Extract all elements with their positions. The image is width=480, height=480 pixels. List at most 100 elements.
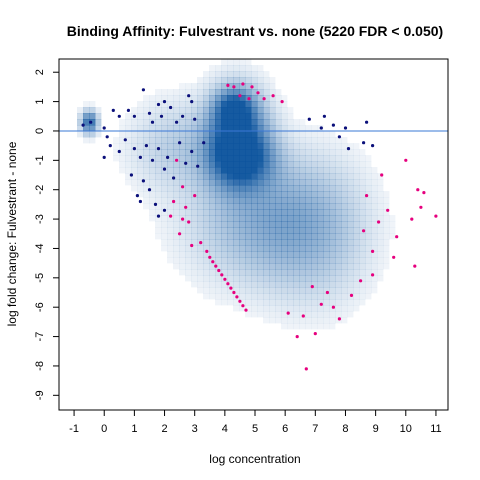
density-cell: [185, 227, 192, 234]
density-cell: [353, 251, 360, 258]
density-cell: [161, 197, 168, 204]
density-cell: [335, 317, 342, 324]
density-cell: [227, 119, 234, 126]
density-cell: [185, 143, 192, 150]
density-cell: [215, 299, 222, 306]
density-cell: [251, 239, 258, 246]
density-cell: [221, 137, 228, 144]
density-cell: [293, 161, 300, 168]
density-cell: [329, 167, 336, 174]
density-cell: [251, 197, 258, 204]
density-cell: [137, 131, 144, 138]
density-cell: [287, 287, 294, 294]
significant-point: [262, 97, 266, 101]
density-cell: [317, 287, 324, 294]
density-cell: [77, 113, 84, 120]
density-cell: [323, 197, 330, 204]
density-cell: [359, 281, 366, 288]
density-cell: [359, 167, 366, 174]
density-cell: [239, 227, 246, 234]
density-cell: [137, 173, 144, 180]
density-cell: [359, 263, 366, 270]
density-cell: [311, 185, 318, 192]
density-cell: [245, 209, 252, 216]
density-cell: [125, 155, 132, 162]
density-cell: [227, 185, 234, 192]
density-cell: [287, 119, 294, 126]
density-cell: [335, 155, 342, 162]
x-tick-label: 7: [312, 423, 318, 435]
density-cell: [191, 107, 198, 114]
density-cell: [239, 167, 246, 174]
density-cell: [281, 143, 288, 150]
density-cell: [359, 191, 366, 198]
density-cell: [227, 173, 234, 180]
density-cell: [335, 179, 342, 186]
density-cell: [311, 305, 318, 312]
density-cell: [251, 311, 258, 318]
density-cell: [197, 269, 204, 276]
density-cell: [251, 275, 258, 282]
density-cell: [299, 275, 306, 282]
density-cell: [275, 233, 282, 240]
density-cell: [317, 251, 324, 258]
density-cell: [263, 251, 270, 258]
density-cell: [329, 203, 336, 210]
significant-point: [226, 83, 230, 87]
significant-point: [422, 191, 426, 195]
density-cell: [323, 233, 330, 240]
density-cell: [149, 137, 156, 144]
density-cell: [359, 179, 366, 186]
density-cell: [209, 125, 216, 132]
density-cell: [335, 209, 342, 216]
x-axis-label: log concentration: [209, 452, 300, 466]
density-cell: [215, 173, 222, 180]
significant-point: [226, 282, 230, 286]
density-cell: [293, 233, 300, 240]
density-cell: [287, 149, 294, 156]
density-cell: [365, 293, 372, 300]
x-tick-label: 3: [192, 423, 198, 435]
density-cell: [371, 173, 378, 180]
density-cell: [335, 185, 342, 192]
density-cell: [191, 257, 198, 264]
density-cell: [371, 191, 378, 198]
significant-point: [208, 255, 212, 259]
density-cell: [299, 137, 306, 144]
significant-point: [247, 97, 251, 101]
density-cell: [281, 209, 288, 216]
density-cell: [131, 161, 138, 168]
density-cell: [275, 263, 282, 270]
density-cell: [173, 203, 180, 210]
density-cell: [287, 179, 294, 186]
density-cell: [299, 263, 306, 270]
density-cell: [161, 221, 168, 228]
density-cell: [257, 197, 264, 204]
density-cell: [299, 251, 306, 258]
density-cell: [233, 83, 240, 90]
density-cell: [347, 185, 354, 192]
density-cell: [197, 89, 204, 96]
density-cell: [215, 197, 222, 204]
density-cell: [155, 203, 162, 210]
density-cell: [161, 227, 168, 234]
non-significant-point: [102, 126, 106, 130]
density-cell: [305, 239, 312, 246]
density-cell: [383, 221, 390, 228]
density-cell: [191, 215, 198, 222]
density-cell: [383, 257, 390, 264]
density-cell: [311, 317, 318, 324]
density-cell: [257, 245, 264, 252]
density-cell: [359, 197, 366, 204]
density-cell: [329, 239, 336, 246]
density-cell: [215, 119, 222, 126]
significant-point: [220, 273, 224, 277]
density-cell: [281, 179, 288, 186]
density-cell: [137, 113, 144, 120]
density-cell: [293, 245, 300, 252]
density-cell: [323, 317, 330, 324]
density-cell: [281, 167, 288, 174]
density-cell: [191, 119, 198, 126]
density-cell: [323, 245, 330, 252]
density-cell: [173, 101, 180, 108]
